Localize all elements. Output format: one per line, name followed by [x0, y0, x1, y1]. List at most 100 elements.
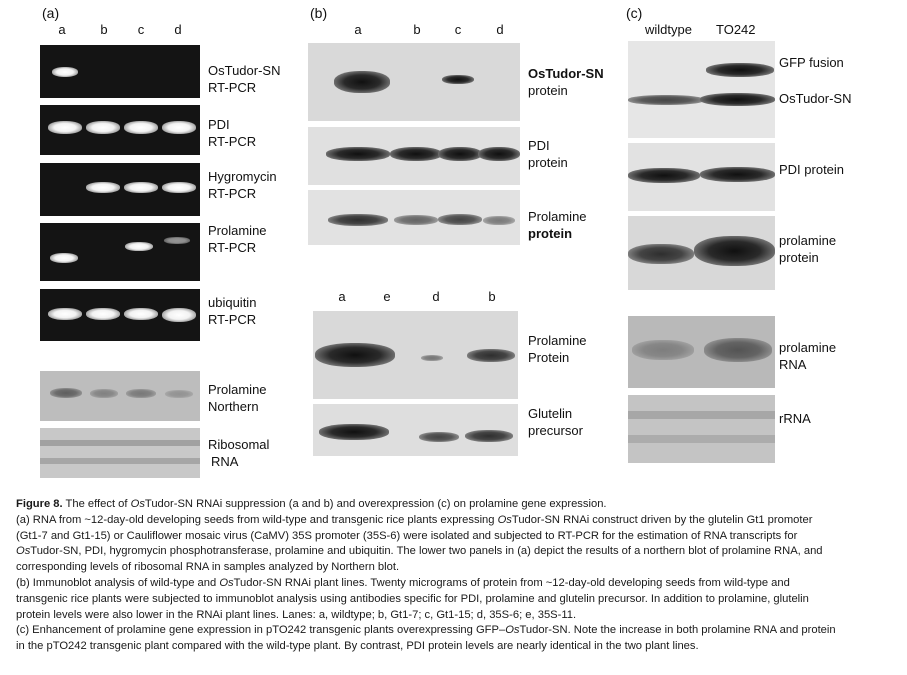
blot-band: [700, 93, 775, 106]
blot-band: [334, 71, 390, 93]
label-line: Prolamine: [528, 209, 587, 224]
label-prolamine-protein: Prolamine protein: [528, 208, 587, 242]
lane-label-d: d: [174, 22, 182, 37]
label-ostudor-protein: OsTudor-SN protein: [528, 65, 604, 99]
caption-line: (c) Enhancement of prolamine gene expres…: [16, 623, 896, 639]
lane-label-d: d: [432, 289, 440, 304]
caption-line: (b) Immunoblot analysis of wild-type and…: [16, 576, 896, 592]
label-prolamine-rna: prolamine RNA: [779, 339, 836, 373]
blot-band: [706, 63, 774, 77]
blot-band: [390, 147, 442, 161]
label-line: RNA: [779, 357, 807, 372]
label-line: Glutelin: [528, 406, 573, 421]
label-line: RT-PCR: [208, 134, 257, 149]
caption-text: The effect of: [62, 498, 131, 510]
label-line: PDI: [528, 138, 550, 153]
lane-label-e: e: [383, 289, 391, 304]
figure-caption: Figure 8. The effect of Os Tudor-SN RNAi …: [16, 497, 896, 655]
caption-text: Tudor-SN RNAi construct driven by the gl…: [511, 513, 813, 526]
label-prolamine-protein-c: prolamine protein: [779, 232, 836, 266]
label-glutelin-precursor: Glutelin precursor: [528, 405, 583, 439]
blot-band: [628, 95, 704, 105]
label-line: protein: [528, 83, 568, 98]
gel-band: [125, 242, 153, 251]
blot-band: [421, 355, 443, 361]
label-line: RT-PCR: [208, 80, 257, 95]
label-line: precursor: [528, 423, 583, 438]
blot-prolamine-protein-lower: [313, 311, 518, 399]
blot-band: [50, 388, 82, 398]
blot-band: [419, 432, 459, 442]
lane-label-b: b: [413, 22, 421, 37]
gel-band: [164, 237, 190, 244]
label-ostudor-sn: OsTudor-SN: [779, 91, 852, 106]
caption-text: (b) Immunoblot analysis of wild-type and: [16, 576, 220, 589]
blot-band: [394, 215, 438, 225]
gel-hygromycin-rtpcr: [40, 163, 200, 216]
label-line: OsTudor-SN: [208, 63, 281, 78]
caption-line: corresponding levels of ribosomal RNA in…: [16, 561, 400, 574]
lane-label-c: c: [454, 22, 462, 37]
label-pdi-protein-c: PDI protein: [779, 162, 845, 177]
label-prolamine-protein-lower: Prolamine Protein: [528, 332, 587, 366]
gel-band: [86, 308, 120, 320]
blot-band: [467, 349, 515, 362]
blot-band: [326, 147, 390, 161]
label-ubiquitin-rtpcr: ubiquitin RT-PCR: [208, 294, 256, 328]
blot-band: [700, 167, 775, 182]
blot-ostudor-protein: [308, 43, 520, 121]
gel-band: [48, 121, 82, 134]
caption-figure-number: Figure 8.: [16, 498, 63, 510]
blot-rrna: [628, 395, 775, 463]
label-rrna: rRNA: [779, 411, 811, 426]
blot-ribosomal-rna: [40, 428, 200, 478]
caption-text: Tudor-SN RNAi plant lines. Twenty microg…: [233, 576, 790, 589]
blot-band: [478, 147, 520, 161]
gel-band: [50, 253, 78, 263]
blot-pdi-protein-c: [628, 143, 775, 211]
lane-label-b: b: [488, 289, 496, 304]
gel-pdi-rtpcr: [40, 105, 200, 155]
blot-band: [315, 343, 395, 367]
lane-label-a: a: [354, 22, 362, 37]
label-line: RT-PCR: [208, 186, 257, 201]
label-line: Hygromycin: [208, 169, 277, 184]
caption-line: (a) RNA from ~12-day-old developing seed…: [16, 513, 896, 529]
caption-line: OsTudor-SN, PDI, hygromycin phosphotrans…: [16, 544, 896, 560]
label-pdi-rtpcr: PDI RT-PCR: [208, 116, 256, 150]
label-line: protein: [779, 250, 819, 265]
label-line: Prolamine: [208, 382, 267, 397]
blot-band: [438, 214, 482, 225]
blot-band: [438, 147, 482, 161]
blot-band: [632, 340, 694, 360]
caption-text: Os: [130, 498, 145, 510]
gel-band: [124, 121, 158, 134]
label-line: Protein: [528, 350, 570, 365]
label-gfp-fusion: GFP fusion: [779, 55, 844, 70]
blot-gfp-ostudor: [628, 41, 775, 138]
gel-band: [124, 182, 158, 193]
blot-band: [319, 424, 389, 440]
gel-band: [86, 121, 120, 134]
blot-prolamine-protein-c: [628, 216, 775, 290]
blot-pdi-protein: [308, 127, 520, 185]
label-line: RNA: [211, 454, 239, 469]
label-line: Prolamine: [528, 333, 587, 348]
blot-band: [442, 75, 474, 84]
label-line: protein: [528, 226, 573, 241]
blot-band: [704, 338, 772, 362]
label-line: RT-PCR: [208, 240, 257, 255]
label-pdi-protein: PDI protein: [528, 137, 568, 171]
gel-prolamine-rtpcr: [40, 223, 200, 281]
gel-band: [124, 308, 158, 320]
gel-band: [48, 308, 82, 320]
label-prolamine-rtpcr: Prolamine RT-PCR: [208, 222, 267, 256]
label-ostudor-rtpcr: OsTudor-SN RT-PCR: [208, 62, 280, 96]
gel-ostudor-rtpcr: [40, 45, 200, 98]
caption-text: (c) Enhancement of prolamine gene expres…: [16, 624, 506, 637]
gel-band: [162, 121, 196, 134]
gel-band: [162, 182, 196, 193]
caption-text: Os: [16, 545, 31, 558]
panel-c-label: (c): [626, 5, 643, 21]
panel-a-label: (a): [42, 5, 60, 21]
